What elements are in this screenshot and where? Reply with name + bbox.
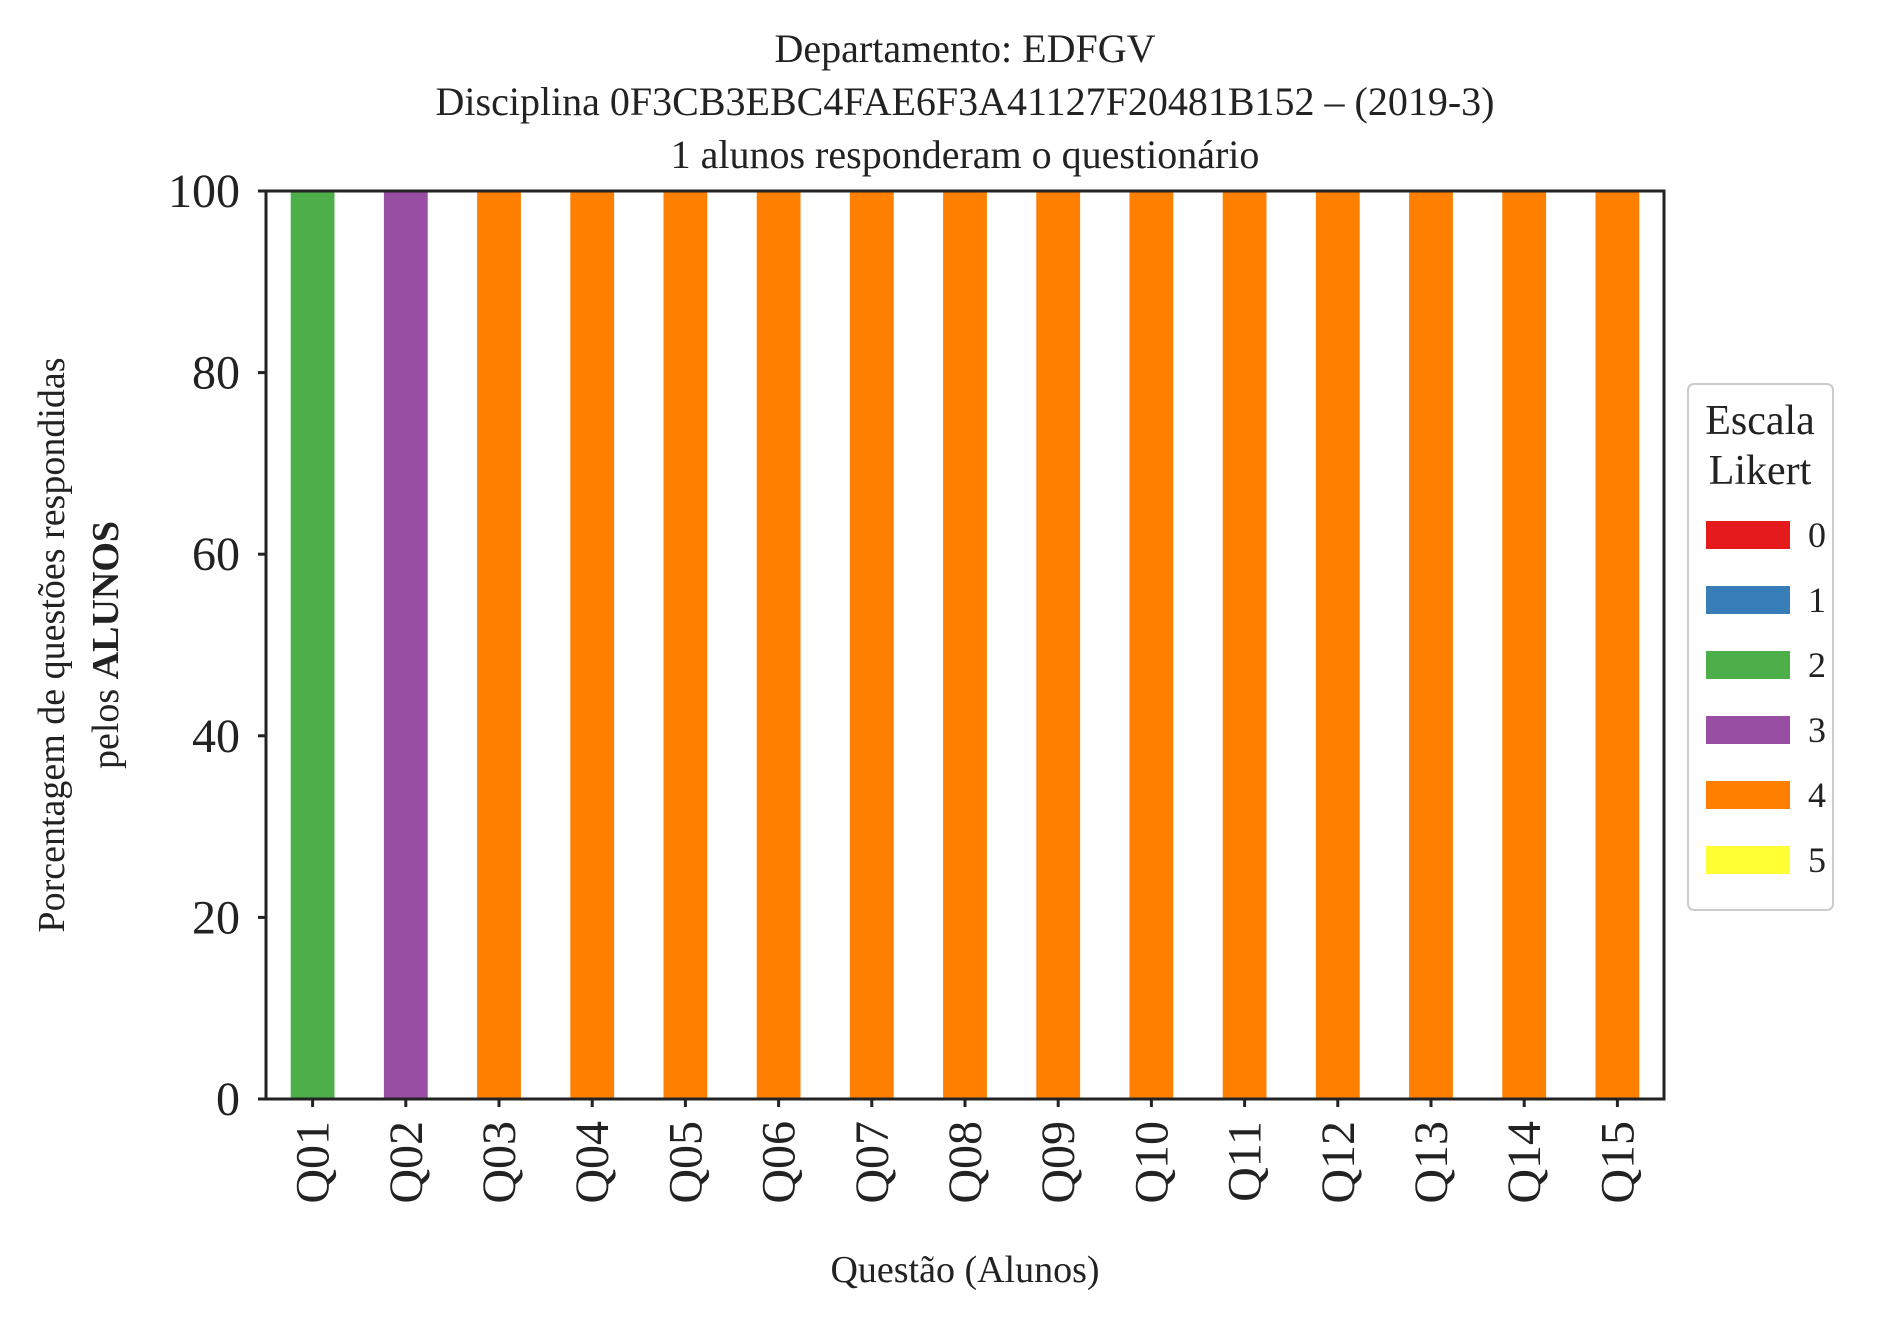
x-tick-label-q07: Q07	[846, 1121, 899, 1204]
x-tick-label-q10: Q10	[1125, 1121, 1178, 1204]
legend-title-line-1: Escala	[1705, 398, 1815, 444]
x-tick-label-q01: Q01	[287, 1121, 340, 1204]
legend-label-0: 0	[1808, 515, 1826, 555]
x-tick-label-q02: Q02	[380, 1121, 433, 1204]
legend-items: 0 1 2 3 4 5	[1706, 515, 1826, 880]
x-tick-label-q04: Q04	[566, 1121, 619, 1204]
bar-q12-scale-4	[1315, 191, 1360, 1099]
bar-q08-scale-4	[943, 191, 987, 1099]
bar-q04-scale-4	[570, 191, 615, 1099]
x-tick-label-q12: Q12	[1312, 1121, 1365, 1204]
x-tick-label-q03: Q03	[473, 1121, 526, 1204]
x-axis-label: Questão (Alunos)	[830, 1249, 1099, 1291]
x-tick-label-q13: Q13	[1405, 1121, 1458, 1204]
x-tick-label-q11: Q11	[1219, 1121, 1272, 1202]
chart-title-line-3: 1 alunos responderam o questionário	[671, 132, 1260, 177]
bar-q15-scale-4	[1595, 191, 1640, 1099]
x-tick-label-q06: Q06	[753, 1121, 806, 1204]
legend-box	[1687, 383, 1834, 911]
y-axis-ticks: 0 20 40 60 80 100	[168, 165, 266, 1126]
bar-q07-scale-4	[849, 191, 894, 1099]
y-tick-label-80: 80	[192, 347, 240, 400]
x-tick-label-q09: Q09	[1032, 1121, 1085, 1204]
legend-label-2: 2	[1808, 645, 1826, 685]
legend-label-5: 5	[1808, 840, 1826, 880]
bar-q13-scale-4	[1409, 191, 1453, 1099]
legend-swatch-3	[1706, 716, 1790, 744]
y-tick-label-40: 40	[192, 710, 240, 763]
bar-q02-scale-3	[383, 191, 428, 1099]
legend-swatch-1	[1706, 586, 1790, 614]
legend-swatch-0	[1706, 521, 1790, 549]
y-axis-label-prefix: pelos	[85, 679, 127, 769]
x-tick-label-q05: Q05	[659, 1121, 712, 1204]
bar-q03-scale-4	[477, 191, 521, 1099]
y-axis-label-bold: ALUNOS	[85, 521, 127, 679]
y-axis-label-line-2: pelos ALUNOS	[85, 521, 127, 769]
x-tick-label-q14: Q14	[1498, 1121, 1551, 1204]
bar-q05-scale-4	[663, 191, 708, 1099]
x-tick-label-q08: Q08	[939, 1121, 992, 1204]
chart-title-line-1: Departamento: EDFGV	[774, 26, 1155, 71]
x-tick-label-q15: Q15	[1591, 1121, 1644, 1204]
bar-q09-scale-4	[1036, 191, 1081, 1099]
legend-label-4: 4	[1808, 775, 1826, 815]
chart-title-line-2: Disciplina 0F3CB3EBC4FAE6F3A41127F20481B…	[436, 79, 1495, 124]
bars-group	[290, 191, 1640, 1099]
bar-q14-scale-4	[1502, 191, 1547, 1099]
bar-q10-scale-4	[1129, 191, 1174, 1099]
bar-q11-scale-4	[1222, 191, 1267, 1099]
chart-title: Departamento: EDFGV Disciplina 0F3CB3EBC…	[436, 26, 1495, 177]
legend-swatch-4	[1706, 781, 1790, 809]
legend-label-3: 3	[1808, 710, 1826, 750]
legend-swatch-5	[1706, 846, 1790, 874]
bar-q01-scale-2	[290, 191, 335, 1099]
y-tick-label-0: 0	[216, 1073, 240, 1126]
y-axis-label-line-1: Porcentagem de questões respondidas	[31, 357, 73, 932]
y-tick-label-60: 60	[192, 528, 240, 581]
y-axis-label: Porcentagem de questões respondidas pelo…	[31, 357, 127, 932]
legend-swatch-2	[1706, 651, 1790, 679]
y-tick-label-20: 20	[192, 891, 240, 944]
x-axis-ticks: Q01 Q02 Q03 Q04 Q05 Q06 Q07 Q08 Q09 Q10 Q11 Q12 Q13 Q…	[287, 1099, 1644, 1204]
legend: Escala Likert 0 1 2 3 4 5	[1687, 383, 1834, 911]
bar-q06-scale-4	[756, 191, 801, 1099]
y-tick-label-100: 100	[168, 165, 240, 218]
legend-title-line-2: Likert	[1709, 448, 1812, 494]
legend-label-1: 1	[1808, 580, 1826, 620]
